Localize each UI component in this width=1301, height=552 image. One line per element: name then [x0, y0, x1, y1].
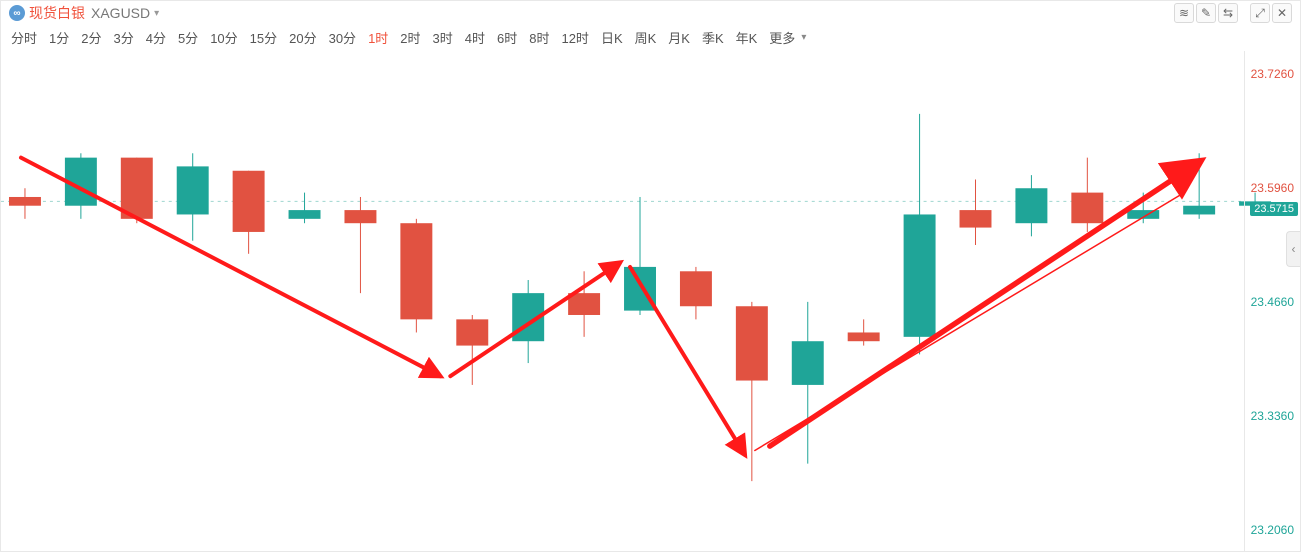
interval-item[interactable]: 12时	[561, 28, 588, 47]
interval-item[interactable]: 2分	[81, 28, 101, 47]
interval-item[interactable]: 15分	[250, 28, 277, 47]
price-axis-tick: 23.2060	[1251, 523, 1294, 537]
price-axis: 23.7260 23.5960 23.4660 23.3360 23.2060 23.57…	[1244, 51, 1300, 551]
toolbar-button-2[interactable]: ⇆	[1218, 3, 1238, 23]
panel-expand-handle[interactable]: ‹	[1286, 231, 1300, 267]
interval-item[interactable]: 20分	[289, 28, 316, 47]
toolbar-button-4[interactable]: ⤢	[1250, 3, 1270, 23]
toolbar-button-5[interactable]: ✕	[1272, 3, 1292, 23]
price-axis-tick: 23.5960	[1251, 181, 1294, 195]
app-root: ∞ 现货白银 XAGUSD ▾ ≋✎⇆ ⤢✕ 分时 1分 2分 3分 4分 5分 10分 15分…	[0, 0, 1301, 552]
interval-item[interactable]: 更多	[769, 28, 795, 47]
price-axis-tick: 23.4660	[1251, 295, 1294, 309]
chevron-down-icon[interactable]: ▾	[801, 32, 806, 43]
instrument-dropdown-icon[interactable]: ▾	[154, 8, 159, 19]
interval-item[interactable]: 年K	[736, 28, 758, 47]
interval-item[interactable]: 10分	[210, 28, 237, 47]
interval-item[interactable]: 1分	[49, 28, 69, 47]
interval-item[interactable]: 月K	[668, 28, 690, 47]
interval-item[interactable]: 周K	[635, 28, 657, 47]
price-axis-tick: 23.3360	[1251, 409, 1294, 423]
interval-item[interactable]: 3分	[113, 28, 133, 47]
instrument-logo-icon: ∞	[9, 5, 25, 21]
interval-item[interactable]: 3时	[433, 28, 453, 47]
interval-item[interactable]: 日K	[601, 28, 623, 47]
interval-item[interactable]: 30分	[329, 28, 356, 47]
interval-item[interactable]: 分时	[11, 28, 37, 47]
chart-toolbar: ≋✎⇆ ⤢✕	[1174, 3, 1292, 23]
price-axis-tick: 23.7260	[1251, 67, 1294, 81]
toolbar-button-0[interactable]: ≋	[1174, 3, 1194, 23]
interval-item[interactable]: 5分	[178, 28, 198, 47]
interval-bar: 分时 1分 2分 3分 4分 5分 10分 15分 20分 30分 1时 2时 3时 4时 6时 8时 12时日…	[1, 25, 1300, 49]
interval-item[interactable]: 6时	[497, 28, 517, 47]
interval-item[interactable]: 8时	[529, 28, 549, 47]
interval-item[interactable]: 季K	[702, 28, 724, 47]
interval-item[interactable]: 2时	[400, 28, 420, 47]
chart-area[interactable]: 23.7260 23.5960 23.4660 23.3360 23.2060 23.57…	[1, 51, 1300, 551]
toolbar-button-1[interactable]: ✎	[1196, 3, 1216, 23]
instrument-code: XAGUSD	[91, 5, 150, 21]
instrument-name: 现货白银	[29, 3, 85, 23]
interval-item[interactable]: 1时	[368, 28, 388, 47]
last-price-tag: 23.5715	[1250, 202, 1298, 216]
interval-item[interactable]: 4分	[146, 28, 166, 47]
candlestick-chart	[1, 51, 1300, 551]
instrument-header: ∞ 现货白银 XAGUSD ▾	[1, 1, 1300, 25]
interval-item[interactable]: 4时	[465, 28, 485, 47]
